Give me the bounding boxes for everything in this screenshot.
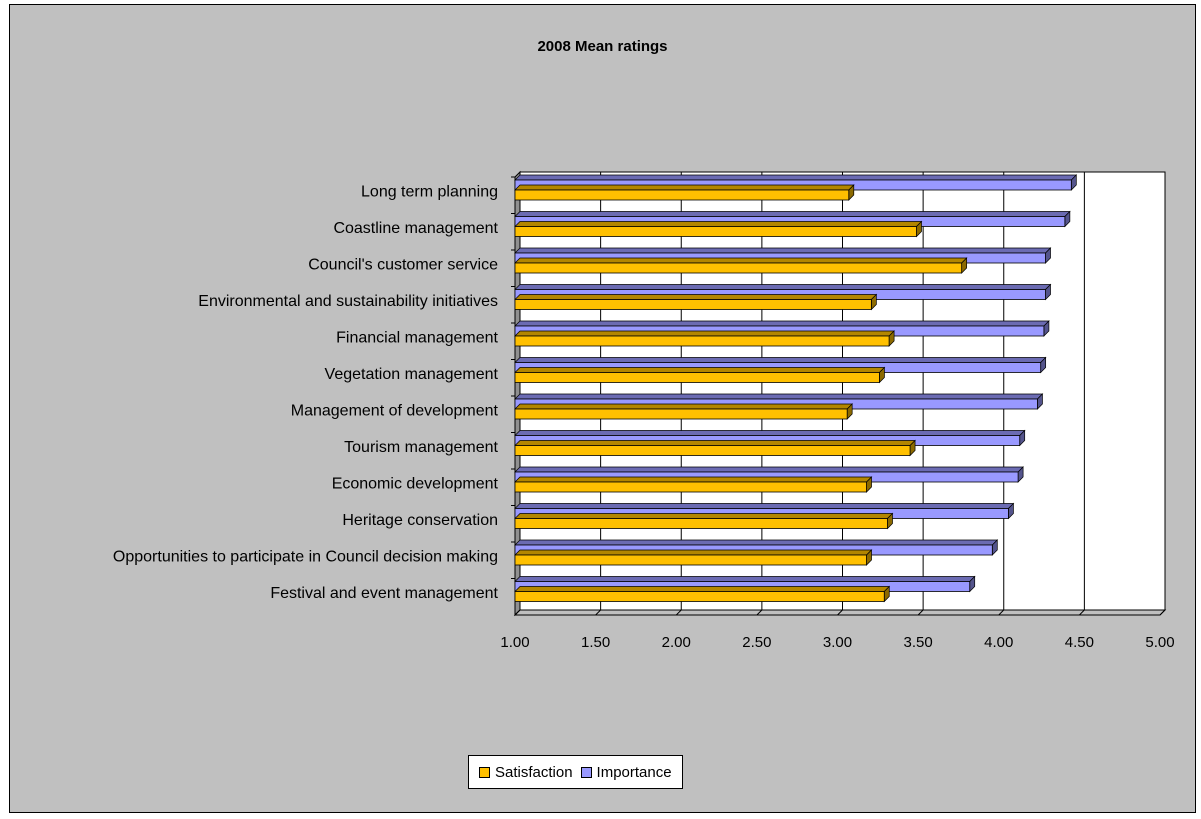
x-tick-mark [756, 609, 763, 616]
bar-satisfaction [514, 481, 867, 493]
bar-importance-top [514, 357, 1047, 363]
bar-satisfaction-top [514, 513, 894, 519]
bar-satisfaction-top [514, 403, 854, 410]
category-label: Festival and event management [270, 585, 498, 602]
bar-satisfaction [514, 335, 890, 347]
bar-satisfaction-top [514, 330, 895, 337]
legend-label-satisfaction: Satisfaction [495, 763, 573, 781]
category-label: Financial management [336, 329, 498, 346]
legend: Satisfaction Importance [468, 755, 683, 789]
legend-swatch-importance [580, 766, 592, 778]
x-tick-mark [917, 609, 924, 616]
bar-importance-top [514, 503, 1015, 509]
x-tick-label: 5.00 [1145, 634, 1174, 651]
x-tick-label: 2.50 [742, 634, 771, 651]
bar-satisfaction-top [514, 367, 886, 373]
bar-satisfaction [514, 372, 880, 383]
x-tick-mark [1079, 609, 1085, 616]
bar-satisfaction [514, 299, 872, 310]
bar-satisfaction [514, 226, 917, 237]
bar-satisfaction [514, 262, 963, 274]
bar-satisfaction [514, 408, 848, 420]
bar-importance-top [514, 430, 1026, 436]
category-label: Coastline management [333, 220, 498, 237]
bar-chart: 1.00 1.50 2.00 2.50 3.00 3.50 4.00 4.50 5.00 Long… [113, 170, 1175, 651]
legend-item-satisfaction: Satisfaction [479, 764, 573, 781]
category-label: Management of development [291, 402, 499, 419]
x-tick-mark [1159, 609, 1166, 616]
legend-item-importance: Importance [580, 763, 672, 781]
bar-satisfaction-top [514, 294, 878, 300]
category-label: Council's customer service [308, 256, 498, 273]
bar-satisfaction-top [514, 440, 916, 446]
category-label: Tourism management [344, 439, 498, 456]
chart-title: 2008 Mean ratings [537, 38, 668, 55]
legend-swatch-satisfaction [479, 766, 490, 778]
bar-satisfaction [514, 445, 911, 456]
x-tick-label: 3.50 [904, 634, 933, 651]
x-tick-mark [595, 609, 601, 616]
bar-importance-top [514, 211, 1071, 217]
bar-importance-top [514, 466, 1024, 473]
bar-satisfaction [514, 554, 867, 566]
category-label: Economic development [332, 475, 499, 492]
bar-satisfaction-top [514, 586, 891, 592]
bar-importance-top [514, 284, 1052, 290]
bar-satisfaction [514, 189, 850, 201]
category-label: Heritage conservation [342, 512, 498, 529]
bar-importance-top [514, 576, 976, 582]
x-tick-label: 4.50 [1065, 634, 1094, 651]
x-tick-label: 1.50 [581, 634, 610, 651]
x-tick-label: 3.00 [823, 634, 852, 651]
bar-satisfaction-top [514, 257, 968, 264]
x-tick-label: 2.00 [662, 634, 691, 651]
x-tick-label: 4.00 [984, 634, 1013, 651]
category-label: Vegetation management [325, 366, 499, 383]
bar-satisfaction-top [514, 549, 873, 556]
bar-satisfaction-top [514, 184, 855, 191]
bar-importance-top [514, 247, 1052, 254]
x-tick-mark [675, 609, 682, 616]
bar-satisfaction [514, 518, 888, 529]
bar-satisfaction-top [514, 476, 873, 483]
bar-importance-top [514, 393, 1044, 400]
category-label: Environmental and sustainability initiat… [198, 293, 498, 310]
x-tick-mark [998, 609, 1005, 616]
bar-importance-top [514, 539, 999, 546]
bar-satisfaction-top [514, 221, 923, 227]
bar-importance-top [514, 320, 1050, 327]
x-tick-mark [514, 609, 521, 616]
legend-label-importance: Importance [596, 763, 672, 781]
x-tick-label: 1.00 [500, 634, 529, 651]
category-label: Long term planning [361, 183, 498, 200]
category-label: Opportunities to participate in Council … [113, 548, 498, 565]
bar-importance-top [514, 174, 1078, 181]
x-tick-mark [837, 609, 843, 616]
chart-area: 2008 Mean ratings 1.00 1.50 2.00 2.50 3.00 3.… [9, 4, 1196, 813]
bar-satisfaction [514, 591, 885, 602]
